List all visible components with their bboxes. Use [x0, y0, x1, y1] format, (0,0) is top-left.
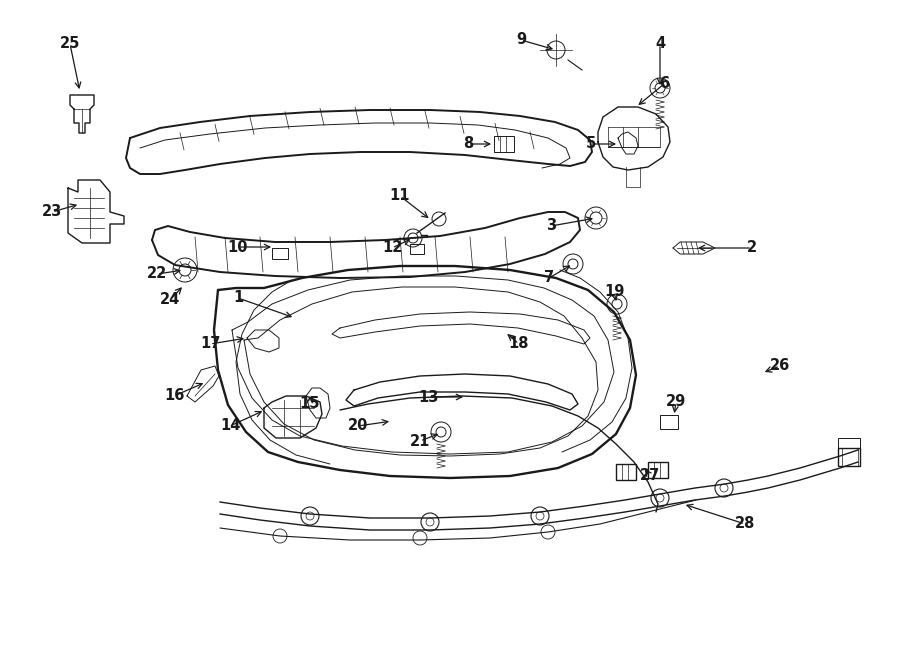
Text: 13: 13 [418, 389, 438, 405]
Text: 2: 2 [747, 241, 757, 256]
Text: 10: 10 [228, 239, 248, 254]
Text: 16: 16 [164, 389, 184, 403]
Text: 15: 15 [300, 395, 320, 410]
Bar [838, 438, 860, 448]
Bar [660, 415, 678, 429]
Text: 8: 8 [463, 137, 473, 151]
Text: 1: 1 [233, 290, 243, 305]
Text: 18: 18 [508, 336, 529, 352]
Text: 25: 25 [59, 36, 80, 52]
Bar [648, 462, 668, 478]
Text: 22: 22 [147, 266, 167, 282]
Bar [494, 136, 514, 152]
Text: 3: 3 [546, 219, 556, 233]
Text: 26: 26 [770, 358, 790, 373]
Text: 12: 12 [382, 241, 402, 256]
Text: 11: 11 [390, 188, 410, 204]
Bar [272, 248, 288, 259]
Bar [410, 244, 424, 254]
Text: 29: 29 [666, 395, 686, 410]
Text: 27: 27 [640, 469, 660, 483]
Text: 28: 28 [734, 516, 755, 531]
Text: 21: 21 [410, 434, 430, 449]
Text: 7: 7 [544, 270, 554, 286]
Text: 23: 23 [42, 204, 62, 219]
Bar [616, 464, 636, 480]
Bar [838, 448, 860, 466]
Text: 20: 20 [347, 418, 368, 434]
Text: 14: 14 [220, 418, 240, 434]
Text: 9: 9 [516, 32, 526, 48]
Text: 19: 19 [604, 284, 625, 299]
Text: 6: 6 [659, 77, 669, 91]
Text: 4: 4 [655, 36, 665, 52]
Text: 24: 24 [160, 293, 180, 307]
Text: 17: 17 [200, 336, 220, 352]
Text: 5: 5 [586, 137, 596, 151]
